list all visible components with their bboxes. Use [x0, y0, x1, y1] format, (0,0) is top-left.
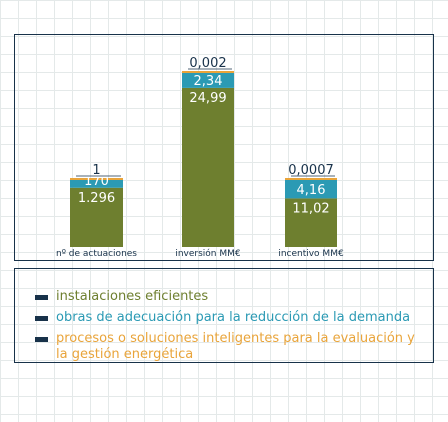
bar-segment-1-obras [70, 180, 123, 188]
bar-segment-2-instalaciones [182, 87, 234, 247]
category-label: inversión MM€ [175, 248, 241, 259]
bar-segment-2-procesos [182, 71, 234, 73]
data-label: 4,16 [297, 183, 326, 198]
bar-segment-2-obras [182, 73, 234, 88]
legend-label: instalaciones eficientes [56, 289, 209, 304]
category-label: incentivo MM€ [278, 249, 344, 259]
legend-item-obras: obras de adecuación para la reducción de… [35, 310, 426, 326]
data-label: 2,34 [194, 74, 223, 89]
data-label: 170 [84, 174, 109, 189]
data-label: 11,02 [292, 201, 329, 216]
legend-label: procesos o soluciones inteligentes para … [56, 331, 415, 362]
legend-item-instalaciones: instalaciones eficientes [35, 289, 426, 305]
data-label: 1 [92, 163, 100, 178]
data-label: 24,99 [189, 91, 226, 106]
chart-panel: 1.296 170 1 nº de actuaciones 24,99 2,34 0,002… [14, 34, 434, 261]
category-label: nº de actuaciones [56, 249, 137, 259]
bar-segment-3-procesos [285, 178, 337, 180]
legend-swatch [35, 337, 48, 342]
bar-segment-1-procesos [70, 178, 123, 180]
data-label: 1.296 [78, 191, 115, 206]
data-label: 0,0007 [288, 163, 334, 178]
bar-segment-1-instalaciones [70, 187, 123, 247]
legend-item-procesos: procesos o soluciones inteligentes para … [35, 331, 426, 363]
legend-swatch [35, 316, 48, 321]
data-label: 0,002 [189, 56, 226, 71]
legend-label: obras de adecuación para la reducción de… [56, 310, 411, 325]
bar-segment-3-instalaciones [285, 198, 337, 247]
bar-segment-3-obras [285, 180, 337, 199]
legend-swatch [35, 295, 48, 300]
legend-panel: instalaciones eficientes obras de adecua… [14, 268, 434, 363]
